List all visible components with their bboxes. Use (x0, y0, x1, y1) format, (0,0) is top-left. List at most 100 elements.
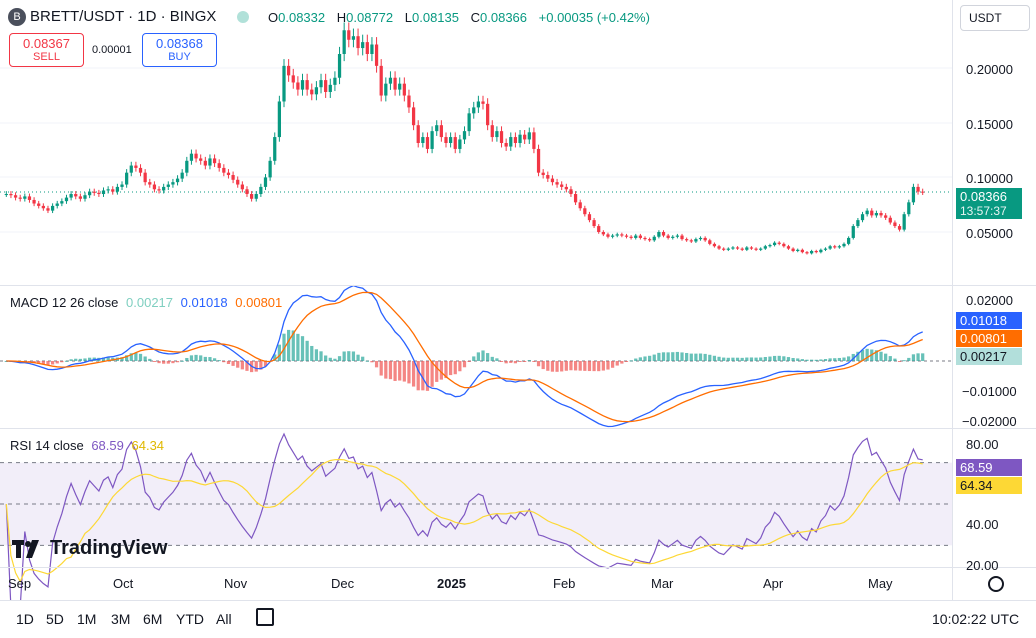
tradingview-logo-icon (12, 539, 39, 558)
candle-body (902, 214, 906, 230)
candle-body (134, 165, 138, 168)
macd-histogram-bar (601, 361, 605, 371)
macd-histogram-bar (731, 357, 735, 361)
tradingview-logo[interactable]: TradingView (12, 537, 167, 560)
macd-histogram-bar (277, 344, 281, 361)
candle-body (411, 107, 416, 126)
candle-body (685, 239, 689, 241)
macd-histogram-bar (407, 361, 411, 384)
range-button-3m[interactable]: 3M (111, 611, 131, 627)
pane-divider-rsi[interactable] (0, 428, 1036, 429)
candle-body (911, 186, 916, 203)
macd-histogram-bar (448, 361, 453, 376)
candle-body (291, 75, 295, 83)
macd-histogram-bar (606, 361, 610, 370)
candle-body (319, 80, 323, 88)
last-price: 0.08366 (960, 189, 1007, 204)
macd-histogram-bar (101, 357, 106, 361)
macd-histogram-bar (504, 361, 508, 364)
date-range-calendar-icon[interactable] (256, 608, 274, 626)
macd-histogram-bar (763, 356, 767, 361)
candle-body (703, 237, 707, 241)
pane-divider-macd[interactable] (0, 285, 1036, 286)
macd-axis-label: −0.01000 (962, 384, 1017, 399)
macd-histogram-bar (698, 353, 703, 361)
candle-body (666, 235, 670, 238)
range-button-all[interactable]: All (216, 611, 232, 627)
range-button-1m[interactable]: 1M (77, 611, 97, 627)
candle-body (782, 243, 786, 247)
candle-body (735, 247, 740, 249)
range-button-6m[interactable]: 6M (143, 611, 163, 627)
macd-histogram-bar (536, 361, 541, 367)
macd-histogram-bar (208, 357, 212, 361)
candle-body (777, 242, 781, 244)
candle-body (486, 103, 490, 126)
macd-histogram-bar (138, 353, 143, 361)
buy-button[interactable]: 0.08368 BUY (142, 33, 217, 67)
candle-body (439, 125, 443, 138)
chart-canvas[interactable] (0, 0, 952, 600)
spread-value: 0.00001 (92, 44, 132, 56)
chart-title[interactable]: BRETT/USDT · 1D · BINGX (30, 8, 217, 25)
range-button-1d[interactable]: 1D (16, 611, 34, 627)
macd-histogram-bar (499, 361, 504, 362)
candle-body (152, 184, 157, 190)
candle-body (800, 249, 804, 253)
macd-histogram-bar (564, 361, 568, 371)
candle-body (527, 132, 531, 140)
rsi-value: 68.59 (91, 438, 124, 453)
candle-body (657, 232, 661, 237)
candle-body (416, 125, 420, 143)
macd-histogram-bar (157, 361, 161, 364)
price-axis-label: 0.10000 (966, 171, 1013, 186)
macd-histogram-bar (722, 357, 726, 361)
candle-body (874, 213, 879, 216)
candle-body (726, 248, 730, 250)
utc-clock[interactable]: 10:02:22 UTC (932, 611, 1020, 627)
candle-body (583, 208, 587, 215)
macd-histogram-bar (453, 361, 457, 375)
macd-histogram-bar (379, 361, 383, 376)
range-button-5d[interactable]: 5D (46, 611, 64, 627)
candle-body (226, 172, 231, 176)
candle-body (212, 158, 217, 164)
macd-histogram-bar (768, 356, 772, 361)
candle-body (444, 137, 448, 143)
macd-histogram-bar (421, 361, 425, 391)
currency-selector[interactable]: USDT (960, 5, 1030, 31)
macd-histogram-bar (152, 361, 157, 362)
macd-histogram-bar (666, 352, 670, 361)
candle-body (300, 80, 305, 90)
candle-body (88, 191, 92, 196)
candle-body (809, 250, 814, 254)
sell-button[interactable]: 0.08367 SELL (9, 33, 84, 67)
candle-body (495, 131, 499, 138)
candle-body (768, 245, 772, 247)
settings-gear-icon[interactable] (988, 576, 1004, 592)
macd-histogram-bar (69, 359, 73, 361)
macd-histogram-bar (37, 361, 41, 364)
macd-histogram-bar (430, 361, 434, 387)
macd-histogram-bar (819, 359, 823, 361)
macd-histogram-bar (823, 359, 828, 361)
candle-body (425, 137, 430, 149)
candle-body (643, 237, 647, 240)
price-axis-label: 0.20000 (966, 62, 1013, 77)
macd-histogram-bar (481, 350, 485, 361)
candle-body (870, 210, 874, 216)
buy-label: BUY (168, 51, 191, 63)
sell-label: SELL (33, 51, 60, 63)
range-button-ytd[interactable]: YTD (176, 611, 204, 627)
ohlc-close: 0.08366 (480, 10, 528, 25)
macd-histogram-bar (166, 361, 170, 364)
macd-histogram-bar (509, 361, 513, 363)
macd-histogram-bar (527, 360, 531, 362)
macd-histogram-bar (314, 349, 319, 361)
macd-histogram-bar (310, 345, 314, 361)
candle-body (680, 235, 684, 240)
bottom-toolbar (0, 600, 1036, 638)
candle-body (277, 101, 281, 138)
candle-body (231, 175, 235, 180)
candle-body (245, 189, 249, 195)
